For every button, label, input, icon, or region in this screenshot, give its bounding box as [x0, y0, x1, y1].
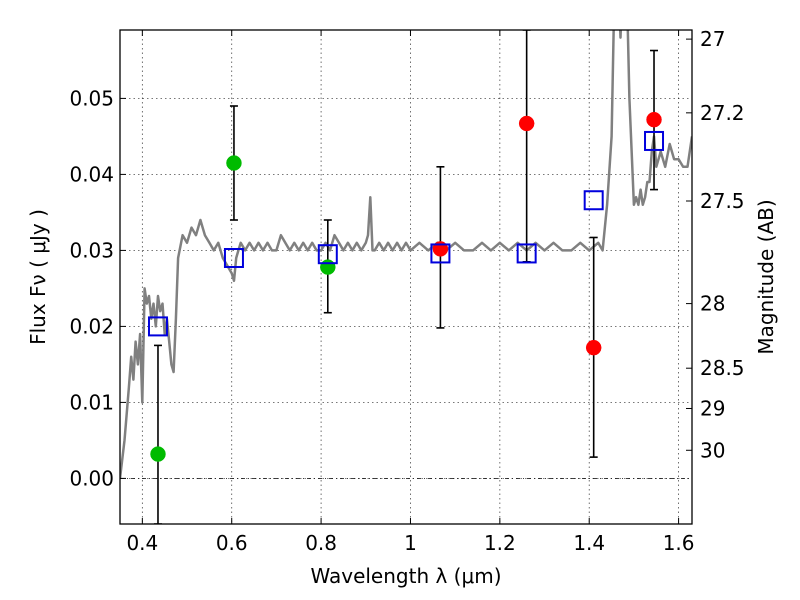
green-points-marker	[320, 259, 336, 275]
model-spectrum-line	[120, 30, 692, 479]
plot-frame	[119, 29, 693, 525]
x-tick-label: 0.6	[216, 531, 248, 555]
green-points-marker	[226, 155, 242, 171]
y-axis-label: Flux Fν ( μJy )	[26, 209, 50, 345]
magnitude-tick-label: 27.2	[700, 101, 745, 125]
red-points-marker	[518, 115, 535, 132]
x-axis-label: Wavelength λ (μm)	[310, 564, 501, 588]
green-points-marker	[150, 446, 166, 462]
model-photometry-marker	[516, 243, 537, 264]
magnitude-axis: 27 27.2 27.5 28 28.5 29 30	[686, 27, 745, 462]
red-points-marker	[646, 111, 662, 128]
magnitude-tick-label: 27	[700, 27, 725, 51]
y-tick-label: 0.02	[69, 314, 114, 338]
magnitude-tick-label: 30	[700, 438, 725, 462]
x-tick-label: 1.4	[573, 531, 605, 555]
red-points-marker	[585, 339, 602, 356]
x-tick-label: 0.8	[305, 531, 337, 555]
model-photometry-marker	[317, 244, 338, 265]
error-bars	[153, 30, 659, 524]
x-tick-label: 1.6	[663, 531, 695, 555]
y-axis: 0.00 0.01 0.02 0.03 0.04 0.05	[69, 86, 126, 490]
y-tick-label: 0.03	[69, 238, 114, 262]
model-photometry-marker	[223, 248, 244, 268]
x-tick-label: 1.2	[484, 531, 516, 555]
model-photometry-marker	[583, 190, 604, 211]
x-tick-label: 1	[404, 531, 417, 555]
model-photometry-marker	[147, 316, 168, 337]
magnitude-tick-label: 29	[700, 396, 725, 420]
magnitude-tick-label: 28	[700, 292, 725, 316]
y-tick-label: 0.01	[69, 390, 114, 414]
x-tick-label: 0.4	[126, 531, 158, 555]
model-photometry-marker	[644, 130, 665, 151]
x-axis: 0.4 0.6 0.8 1 1.2 1.4 1.6	[126, 30, 695, 555]
data-markers	[147, 111, 665, 462]
magnitude-tick-label: 27.5	[700, 189, 745, 213]
grid	[120, 30, 692, 524]
model-photometry-marker	[430, 243, 451, 264]
y-tick-label: 0.04	[69, 162, 114, 186]
y-tick-label: 0.05	[69, 86, 114, 110]
right-axis-label: Magnitude (AB)	[754, 199, 778, 354]
y-tick-label: 0.00	[69, 466, 114, 490]
magnitude-tick-label: 28.5	[700, 356, 745, 380]
